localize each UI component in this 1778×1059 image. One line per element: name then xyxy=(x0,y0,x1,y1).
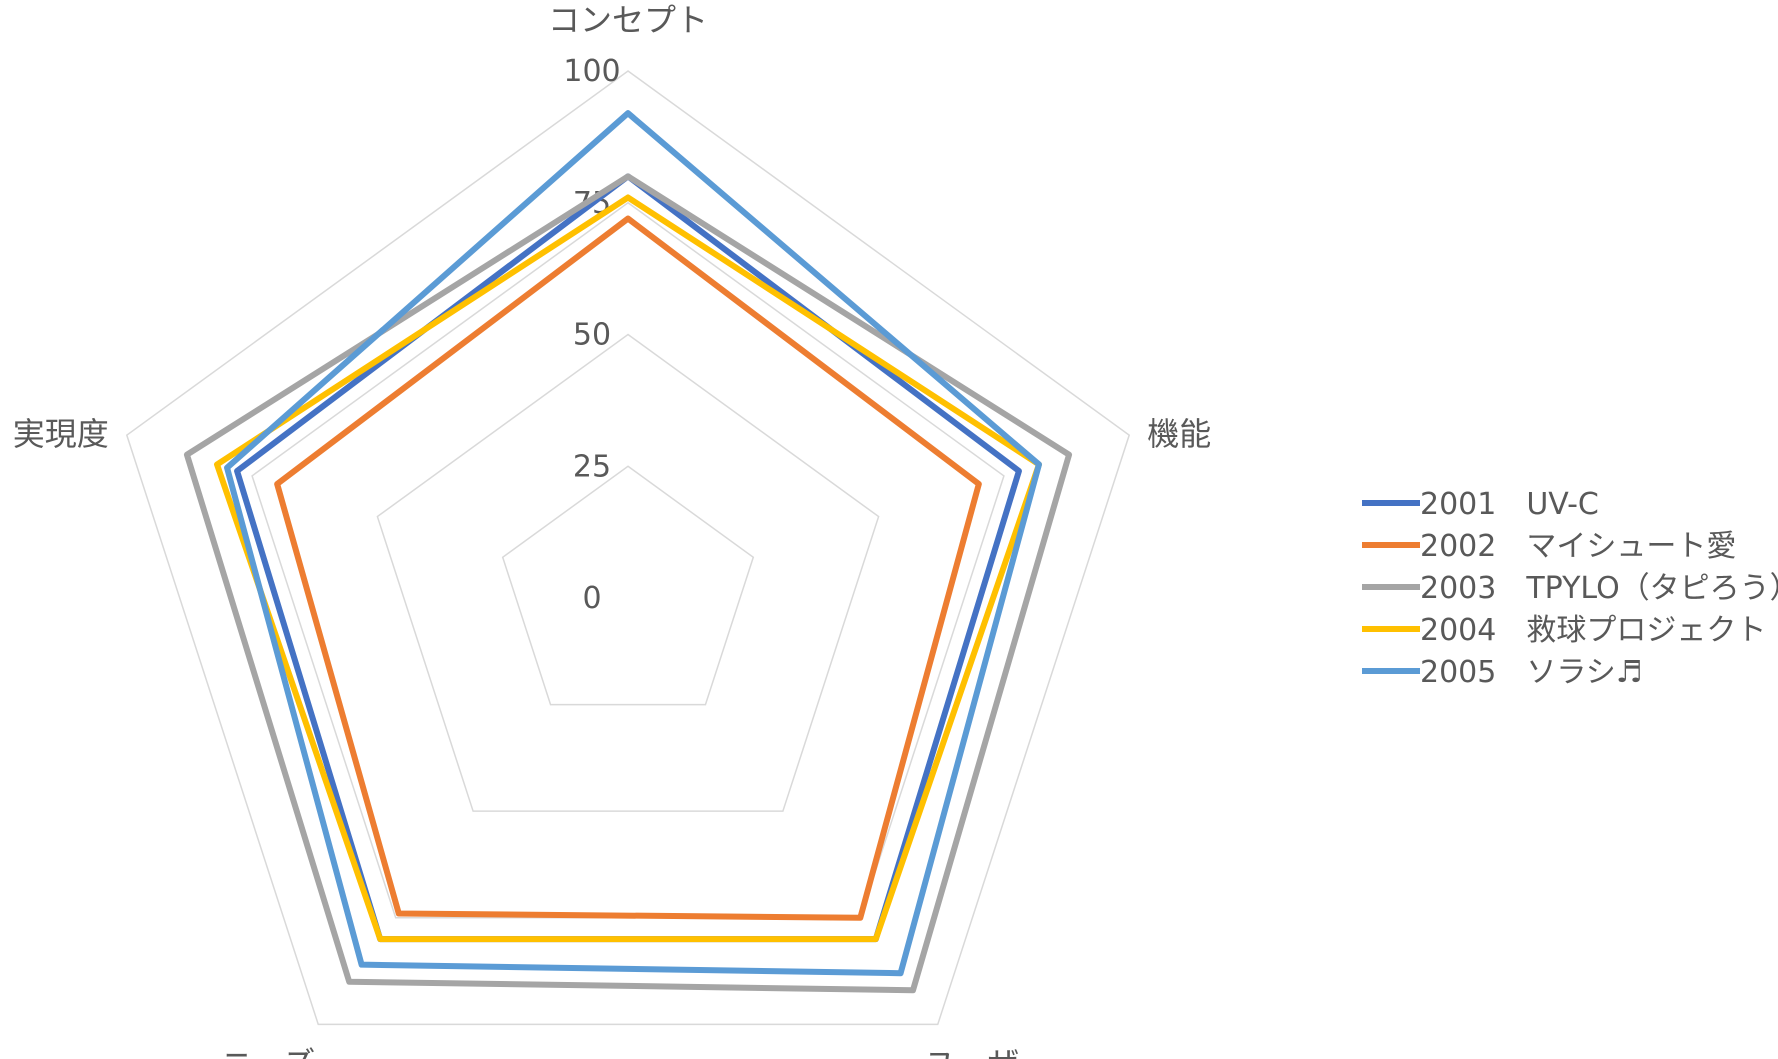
tick-label: 50 xyxy=(573,318,611,353)
series-line xyxy=(183,173,1073,994)
legend-label: 2003 TPYLO（タピろう） xyxy=(1420,571,1778,606)
legend: 2001 UV-C 2002 マイシュート愛 2003 TPYLO（タピろう） 200… xyxy=(1362,487,1778,690)
axis-label: ニーズ xyxy=(221,1044,315,1059)
legend-label: 2005 ソラシ♬ xyxy=(1420,655,1643,690)
axis-label-layer: コンセプト機能ユーザー ニーズ 実現度 xyxy=(13,1,1211,1059)
tick-label: 0 xyxy=(582,581,601,616)
axis-label: コンセプト xyxy=(548,1,708,39)
series-line xyxy=(274,215,982,921)
legend-label: 2002 マイシュート愛 xyxy=(1420,529,1736,564)
series-line xyxy=(214,194,1042,943)
axis-label: 機能 xyxy=(1147,415,1211,453)
tick-label: 100 xyxy=(563,54,620,89)
series-line xyxy=(234,173,1022,943)
tick-label: 25 xyxy=(573,449,611,484)
legend-label: 2004 救球プロジェクト xyxy=(1420,613,1766,648)
grid-layer xyxy=(125,70,1131,1026)
axis-label: ユーザー xyxy=(924,1044,1051,1059)
grid-ring xyxy=(501,465,755,706)
grid-ring xyxy=(376,333,880,812)
series-layer xyxy=(183,110,1073,994)
grid-ring xyxy=(125,70,1131,1026)
legend-label: 2001 UV-C xyxy=(1420,487,1599,522)
axis-label: 実現度 xyxy=(13,415,109,453)
series-line xyxy=(224,110,1042,977)
